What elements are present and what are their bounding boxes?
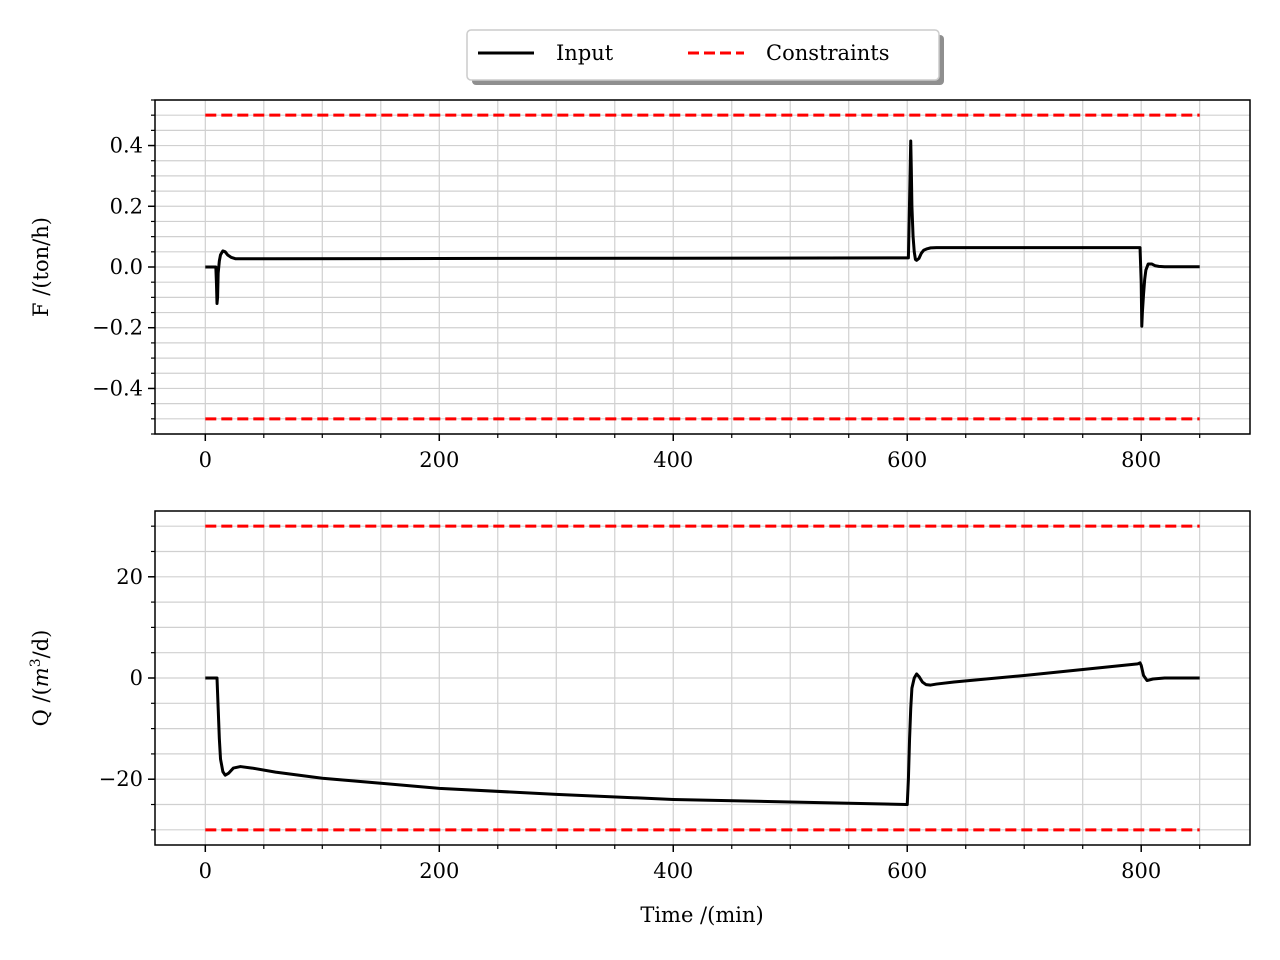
tick-label-x-flow: 800 bbox=[1121, 448, 1161, 472]
y-axis-label-heat: Q /(m3/d) bbox=[28, 630, 53, 727]
tick-label-x-flow: 200 bbox=[419, 448, 459, 472]
tick-label-y-heat: −20 bbox=[99, 767, 143, 791]
tick-label-y-flow: 0.0 bbox=[110, 255, 143, 279]
tick-label-x-flow: 0 bbox=[199, 448, 212, 472]
input-line-heat-0 bbox=[205, 661, 1200, 807]
tick-label-y-heat: 20 bbox=[116, 565, 143, 589]
grid-flow bbox=[155, 99, 1250, 435]
tick-label-x-heat: 400 bbox=[653, 859, 693, 883]
tick-label-x-heat: 200 bbox=[419, 859, 459, 883]
tick-label-y-flow: −0.4 bbox=[92, 376, 143, 400]
plot-flow: −0.4 −0.2 0.0 0.2 0.4 0 200 400 600 800 F /(ton/h… bbox=[29, 99, 1251, 472]
y-axis-label-heat-rest: /d) bbox=[29, 630, 53, 659]
series-flow bbox=[205, 113, 1200, 421]
series-heat bbox=[205, 524, 1200, 832]
tick-label-x-flow: 400 bbox=[653, 448, 693, 472]
tick-label-y-heat: 0 bbox=[130, 666, 143, 690]
y-axis-label-heat-sup: 3 bbox=[28, 658, 44, 667]
x-axis-label: Time /(min) bbox=[640, 903, 763, 927]
tick-label-y-flow: −0.2 bbox=[92, 316, 143, 340]
tick-label-x-heat: 0 bbox=[199, 859, 212, 883]
tick-label-x-flow: 600 bbox=[887, 448, 927, 472]
y-axis-label-heat-base: Q /( bbox=[29, 687, 53, 726]
legend-input-label: Input bbox=[556, 41, 614, 65]
legend-box bbox=[466, 29, 940, 81]
grid-heat bbox=[155, 511, 1250, 845]
tick-label-y-flow: 0.4 bbox=[110, 134, 143, 158]
y-axis-label-heat-var: m bbox=[29, 667, 53, 687]
y-axis-label-flow: F /(ton/h) bbox=[29, 217, 53, 317]
legend: Input Constraints bbox=[466, 29, 944, 85]
legend-constraints-label: Constraints bbox=[766, 41, 889, 65]
tick-label-x-heat: 600 bbox=[887, 859, 927, 883]
tick-label-x-heat: 800 bbox=[1121, 859, 1161, 883]
ticks-flow: −0.4 −0.2 0.0 0.2 0.4 0 200 400 600 800 bbox=[92, 99, 1201, 472]
tick-label-y-flow: 0.2 bbox=[110, 194, 143, 218]
input-line-flow-0 bbox=[205, 139, 1200, 328]
